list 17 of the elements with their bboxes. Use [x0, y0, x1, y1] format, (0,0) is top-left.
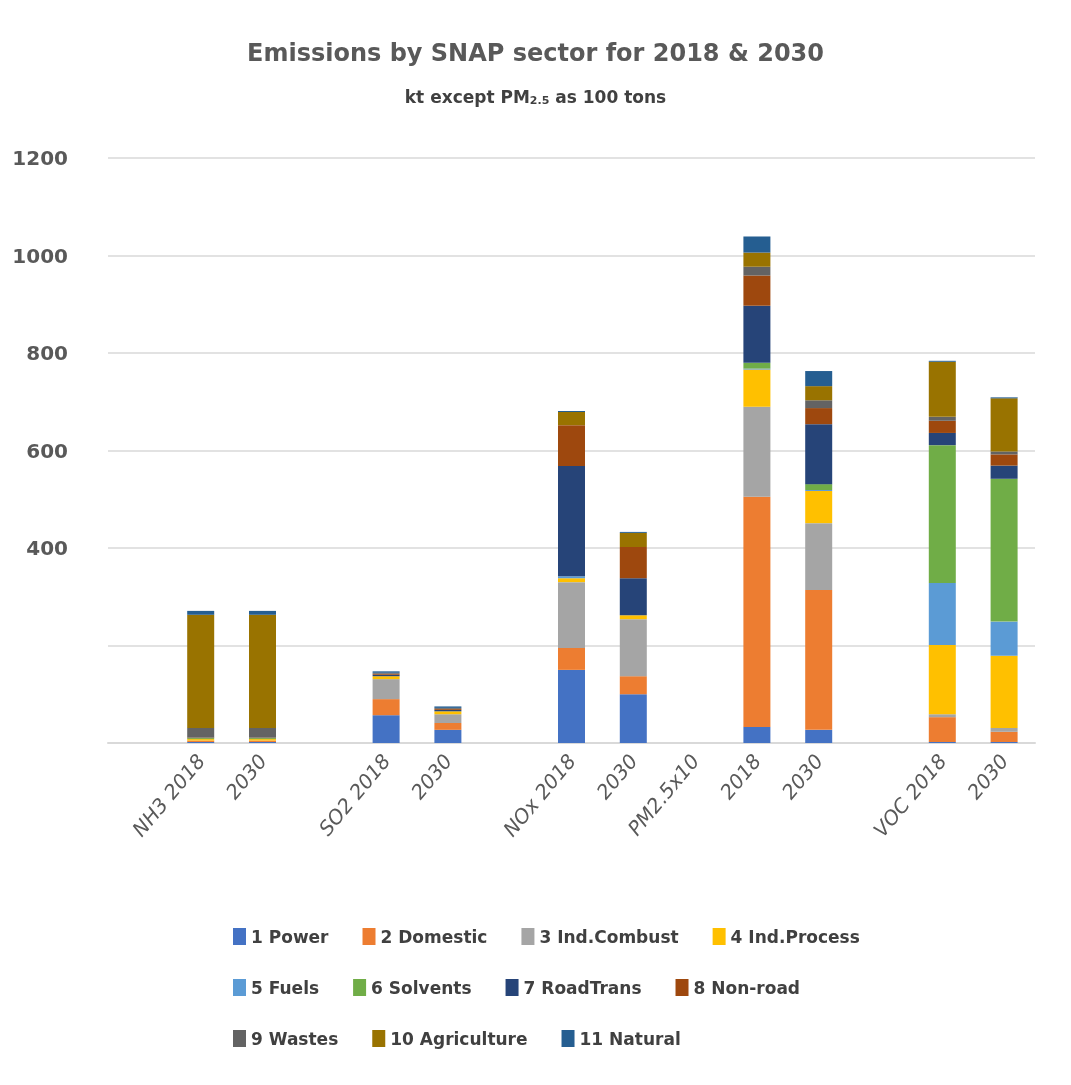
legend-label: 2 Domestic — [380, 926, 488, 947]
y-tick-label: 1000 — [12, 243, 68, 268]
legend-label: 10 Agriculture — [390, 1028, 528, 1049]
legend-label: 11 Natural — [579, 1028, 681, 1049]
chart-title: Emissions by SNAP sector for 2018 & 2030 — [246, 39, 825, 67]
legend-label: 6 Solvents — [371, 977, 472, 998]
y-tick-label: 1200 — [12, 146, 68, 170]
legend-label: 5 Fuels — [251, 977, 320, 998]
legend-label: 9 Wastes — [251, 1028, 339, 1049]
legend-label: 8 Non-road — [693, 977, 801, 998]
y-tick-label: 600 — [26, 438, 68, 463]
y-tick-label: 800 — [26, 341, 68, 365]
legend-label: 4 Ind.Process — [730, 926, 860, 947]
legend-label: 7 RoadTrans — [523, 977, 642, 998]
legend-label: 1 Power — [251, 926, 330, 947]
legend-label: 3 Ind.Combust — [539, 926, 679, 947]
y-tick-label: 400 — [26, 536, 68, 560]
